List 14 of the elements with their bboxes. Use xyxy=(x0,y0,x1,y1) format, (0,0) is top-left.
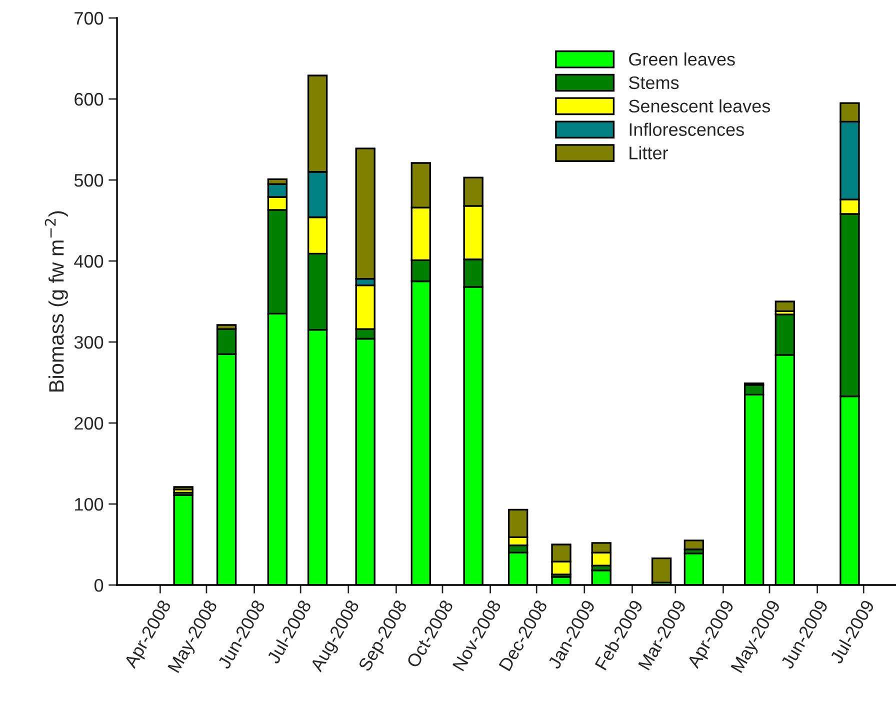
y-tick-label: 0 xyxy=(94,578,104,592)
y-axis-title: Biomass (g fw m$^{−2}$) xyxy=(44,211,68,392)
legend-label: Inflorescences xyxy=(630,122,744,136)
legend-label: Stems xyxy=(628,76,679,90)
y-tick-label: 400 xyxy=(74,254,104,268)
y-tick-label: 100 xyxy=(75,498,104,511)
y-tick-label: 600 xyxy=(74,92,104,106)
y-tick-label: 500 xyxy=(74,174,104,187)
y-tick-label: 700 xyxy=(74,12,104,25)
legend-label: Green leaves xyxy=(629,52,735,66)
legend-label: Senescent leaves xyxy=(628,99,770,113)
y-tick-label: 200 xyxy=(74,416,104,430)
legend-label: Litter xyxy=(630,146,668,160)
y-tick-label: 300 xyxy=(74,336,104,349)
